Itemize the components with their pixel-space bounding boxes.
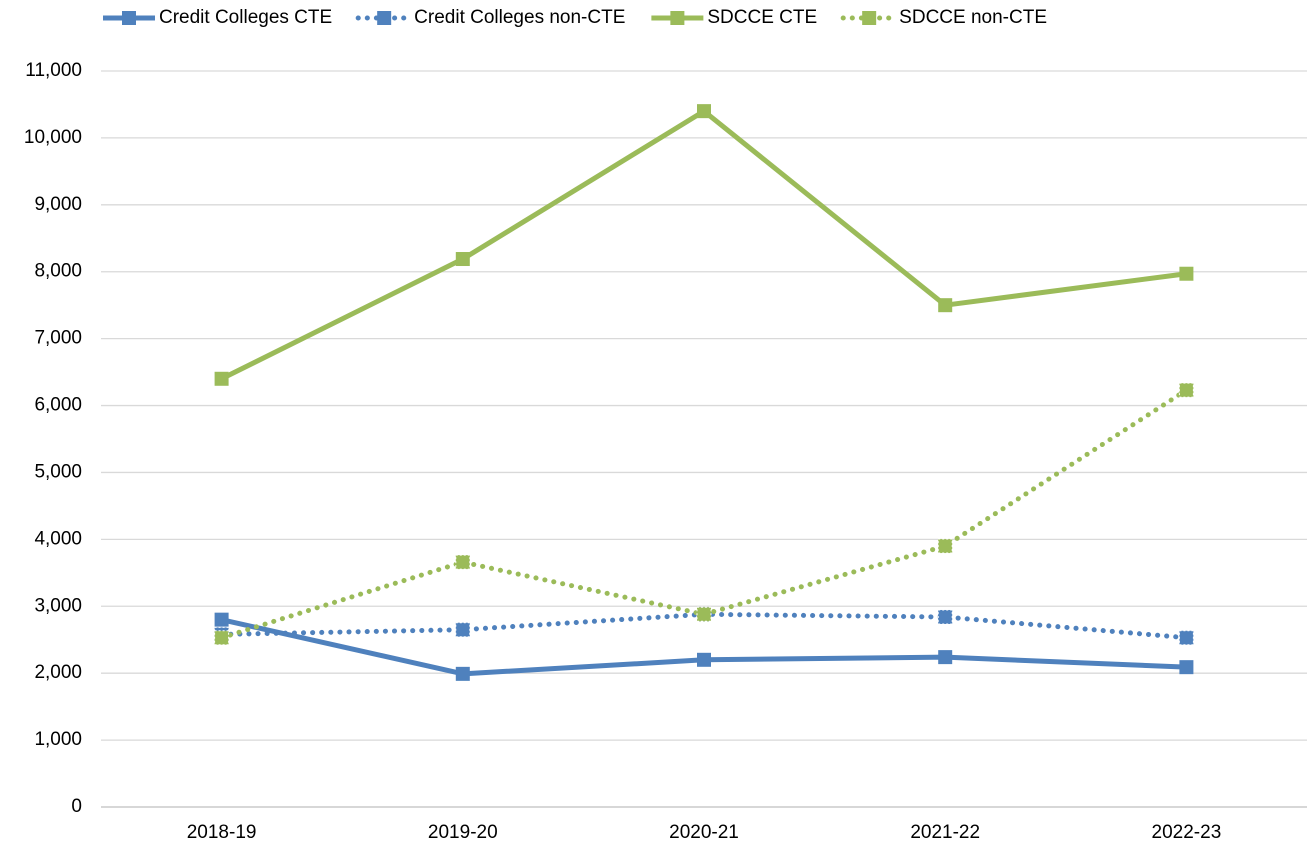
legend-label: SDCCE CTE [707,7,817,28]
legend-marker [670,11,685,25]
marker [938,298,953,313]
legend-marker [122,11,136,25]
marker [1179,266,1194,281]
marker [214,371,229,386]
marker [697,652,711,667]
legend-marker [862,11,877,25]
marker [1178,630,1194,646]
y-tick-label: 11,000 [25,60,82,81]
marker [455,252,470,267]
legend-label: Credit Colleges non-CTE [414,7,625,28]
y-tick-label: 6,000 [34,395,82,416]
marker [696,606,712,622]
x-tick-label: 2020-21 [669,822,739,843]
y-tick-label: 8,000 [34,261,82,282]
x-tick-label: 2018-19 [187,822,257,843]
marker [455,666,470,681]
marker [455,622,471,638]
legend-label: SDCCE non-CTE [899,7,1047,28]
y-tick-label: 5,000 [34,461,82,482]
series-line [219,387,1189,641]
y-tick-label: 3,000 [34,595,82,616]
marker [455,554,471,570]
marker [214,612,229,627]
y-tick-label: 7,000 [34,328,82,349]
legend-marker [377,11,392,25]
x-tick-label: 2021-22 [910,822,980,843]
y-tick-label: 4,000 [34,528,82,549]
marker [938,650,953,665]
y-tick-label: 1,000 [34,729,82,750]
y-tick-label: 0 [71,796,82,817]
marker [1178,382,1194,398]
marker [937,538,953,554]
x-tick-label: 2019-20 [428,822,498,843]
x-tick-label: 2022-23 [1152,822,1222,843]
y-tick-label: 2,000 [34,662,82,683]
marker [214,630,230,646]
legend-label: Credit Colleges CTE [159,7,332,28]
y-tick-label: 10,000 [24,127,82,148]
marker [1179,660,1194,675]
marker [697,104,711,119]
y-tick-label: 9,000 [34,194,82,215]
marker [937,609,953,625]
